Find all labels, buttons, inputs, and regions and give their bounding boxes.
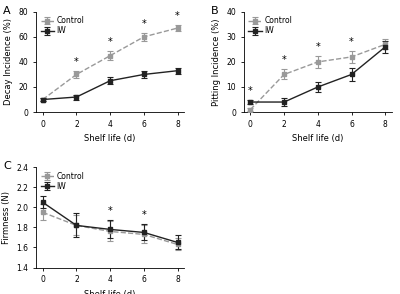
Text: B: B [211,6,219,16]
Legend: Control, IW: Control, IW [38,14,87,38]
Y-axis label: Pitting Incidence (%): Pitting Incidence (%) [212,18,221,106]
Text: *: * [349,37,354,47]
Text: *: * [142,19,146,29]
X-axis label: Shelf life (d): Shelf life (d) [292,134,344,143]
Text: *: * [108,206,112,216]
Text: *: * [74,57,79,67]
Y-axis label: Firmness (N): Firmness (N) [2,191,11,244]
Text: *: * [175,11,180,21]
X-axis label: Shelf life (d): Shelf life (d) [84,134,136,143]
Text: *: * [142,211,146,220]
Text: *: * [248,86,253,96]
Y-axis label: Decay Incidence (%): Decay Incidence (%) [4,19,13,106]
Text: *: * [108,37,112,47]
Text: C: C [3,161,11,171]
Text: *: * [40,182,45,192]
Legend: Control, IW: Control, IW [38,170,87,193]
Text: A: A [3,6,11,16]
Text: *: * [316,42,320,52]
Legend: Control, IW: Control, IW [246,14,294,38]
Text: *: * [282,56,286,66]
X-axis label: Shelf life (d): Shelf life (d) [84,290,136,294]
